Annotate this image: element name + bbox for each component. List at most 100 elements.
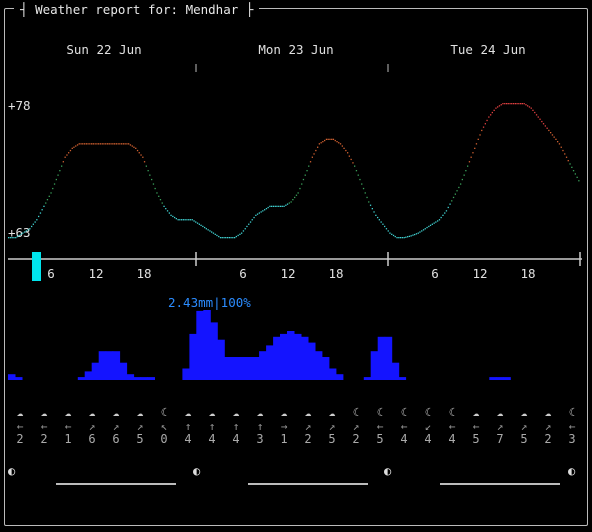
- temperature-point: [375, 214, 377, 216]
- temperature-point: [369, 204, 372, 206]
- temperature-point: [207, 229, 209, 231]
- cloud-icon: ☁: [208, 406, 216, 419]
- temperature-point: [537, 116, 539, 118]
- weather-cell: ☁ ← 2: [36, 407, 52, 446]
- temperature-point: [364, 192, 366, 194]
- wind-direction-icon: ↗: [544, 420, 552, 433]
- cloud-icon: ☁: [280, 406, 288, 419]
- temperature-point: [119, 143, 121, 145]
- temperature-point: [80, 143, 82, 145]
- temperature-point: [306, 170, 308, 172]
- wind-speed: 3: [256, 432, 264, 446]
- temperature-point: [558, 143, 561, 145]
- temperature-point: [87, 143, 89, 145]
- wind-speed: 1: [280, 432, 288, 446]
- temperature-point: [174, 216, 176, 219]
- temperature-point: [138, 152, 140, 154]
- temperature-point: [258, 212, 260, 214]
- hour-label: 18: [136, 266, 152, 281]
- wind-direction-icon: ↙: [424, 420, 432, 433]
- temperature-point: [9, 237, 12, 239]
- temperature-point: [327, 138, 329, 140]
- temperature-point: [498, 105, 501, 107]
- temperature-point: [105, 143, 107, 145]
- temperature-point: [129, 144, 132, 146]
- temperature-point: [71, 147, 73, 149]
- temperature-point: [343, 147, 345, 149]
- precip-label: 2.43mm|100%: [168, 295, 251, 310]
- temperature-point: [221, 237, 223, 239]
- temperature-point: [477, 138, 479, 140]
- temperature-point: [442, 214, 444, 216]
- wind-speed: 4: [448, 432, 456, 446]
- temperature-point: [34, 221, 36, 223]
- temperature-point: [143, 161, 146, 163]
- temperature-point: [23, 231, 26, 233]
- temperature-point: [309, 161, 312, 163]
- temperature-point: [274, 205, 276, 207]
- temperature-point: [490, 114, 492, 116]
- precip-bar: [252, 357, 260, 380]
- weather-cell: ☁ ↗ 5: [132, 407, 148, 446]
- precip-bar: [273, 336, 281, 380]
- precip-bar: [384, 336, 393, 380]
- precip-bar: [370, 351, 379, 380]
- temperature-point: [491, 111, 493, 114]
- temperature-point: [133, 146, 135, 148]
- temperature-point: [481, 129, 483, 132]
- temperature-point: [113, 143, 116, 145]
- wind-direction-icon: →: [280, 420, 288, 433]
- wind-direction-icon: ↗: [136, 420, 144, 433]
- temperature-point: [475, 143, 478, 145]
- precip-bar: [294, 333, 302, 380]
- tee-left: ┤: [20, 2, 36, 17]
- tee-right: ├: [238, 2, 254, 17]
- temperature-point: [248, 223, 250, 225]
- temperature-point: [495, 107, 497, 109]
- temperature-point: [108, 143, 110, 145]
- temperature-point: [204, 226, 206, 229]
- temperature-point: [408, 235, 411, 237]
- temperature-point: [216, 234, 218, 237]
- temperature-point: [188, 219, 190, 221]
- temperature-point: [534, 111, 536, 114]
- wind-speed: 2: [16, 432, 24, 446]
- precip-bar: [126, 374, 135, 380]
- cloud-icon: ☁: [520, 406, 528, 419]
- temperature-point: [438, 219, 441, 221]
- temperature-point: [177, 219, 179, 221]
- precip-bar: [328, 368, 337, 380]
- wind-speed: 1: [64, 432, 72, 446]
- temperature-point: [112, 143, 114, 145]
- temperature-point: [260, 211, 262, 213]
- cloud-icon: ☁: [64, 406, 72, 419]
- temperature-point: [82, 143, 84, 145]
- temperature-point: [574, 173, 576, 175]
- daylight-bar: [248, 483, 368, 485]
- temperature-point: [334, 139, 336, 142]
- temp-min-label: +63: [8, 225, 31, 240]
- wind-speed: 4: [184, 432, 192, 446]
- precip-bar: [182, 368, 190, 380]
- temperature-point: [55, 178, 57, 181]
- wind-direction-icon: ↑: [184, 420, 192, 433]
- hour-label: 6: [431, 266, 439, 281]
- temperature-point: [530, 107, 532, 109]
- temperature-point: [99, 143, 102, 145]
- temperature-point: [279, 205, 282, 207]
- temperature-point: [242, 230, 245, 232]
- temperature-point: [246, 225, 248, 228]
- wind-speed: 5: [328, 432, 336, 446]
- temperature-point: [110, 143, 112, 145]
- temperature-point: [98, 143, 100, 145]
- precip-bar: [280, 333, 288, 380]
- temperature-point: [237, 234, 239, 237]
- temperature-point: [532, 109, 534, 111]
- precip-bar: [105, 351, 114, 380]
- weather-cell: ☾ ← 5: [372, 407, 388, 446]
- temperature-point: [290, 201, 292, 203]
- temperature-point: [345, 149, 347, 152]
- wind-direction-icon: ←: [64, 420, 72, 433]
- wind-direction-icon: ←: [40, 420, 48, 433]
- wind-speed: 5: [376, 432, 384, 446]
